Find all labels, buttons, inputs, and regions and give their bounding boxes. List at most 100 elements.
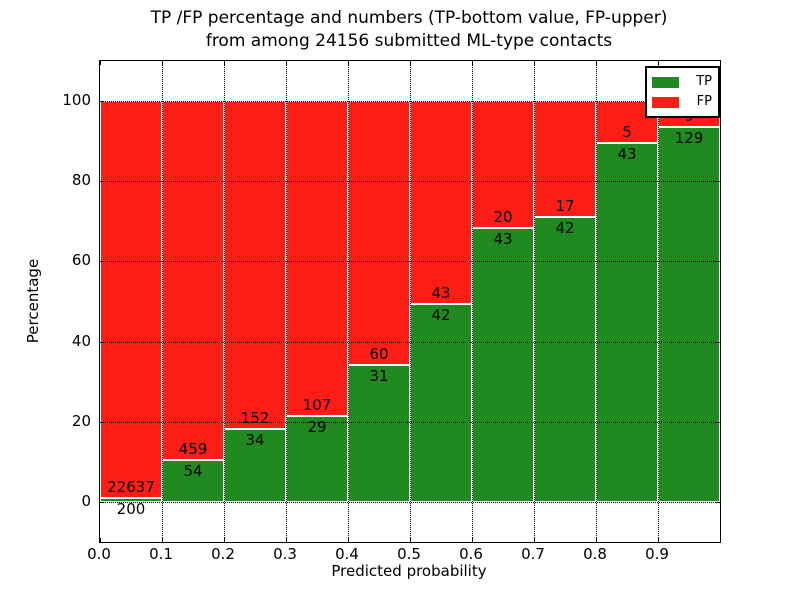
y-axis-label: Percentage — [24, 258, 42, 344]
vertical-gridline — [596, 61, 597, 542]
chart-title-line1: TP /FP percentage and numbers (TP-bottom… — [150, 8, 668, 28]
y-tick-mark — [100, 501, 104, 503]
horizontal-gridline — [100, 101, 720, 103]
legend: TP FP — [645, 66, 720, 118]
vertical-gridline — [410, 61, 411, 542]
tp-bar-segment — [162, 459, 224, 502]
y-tick-label: 0 — [81, 491, 91, 510]
tp-bar-segment — [224, 428, 286, 502]
horizontal-gridline — [100, 261, 720, 263]
fp-count-label: 20 — [493, 208, 513, 227]
fp-bar-segment — [410, 101, 472, 304]
chart-title-line2: from among 24156 submitted ML-type conta… — [205, 31, 613, 51]
tp-count-label: 129 — [674, 129, 704, 148]
vertical-gridline — [286, 61, 287, 542]
vertical-gridline — [658, 61, 659, 542]
y-tick-label: 40 — [71, 331, 91, 350]
y-tick-mark — [100, 261, 104, 263]
plot-area: 22637 200 459 54 152 34 107 29 60 31 43 42 20 43 17 42 5… — [99, 60, 721, 543]
fp-bar-segment — [348, 101, 410, 366]
x-tick-mark-top — [472, 61, 473, 65]
fp-count-label: 152 — [240, 408, 270, 427]
x-tick-mark-top — [224, 61, 225, 65]
tp-swatch — [652, 76, 679, 88]
y-tick-mark — [100, 101, 104, 103]
y-tick-mark — [100, 341, 104, 343]
x-tick-mark — [720, 538, 721, 542]
fp-bar-segment — [472, 101, 534, 229]
x-tick-mark — [224, 538, 225, 542]
y-tick-mark — [100, 181, 104, 183]
fp-count-label: 60 — [369, 345, 389, 364]
x-tick-label: 0.6 — [459, 545, 483, 563]
fp-bar-segment — [162, 101, 224, 460]
x-tick-mark — [596, 538, 597, 542]
x-tick-mark — [658, 538, 659, 542]
x-axis-label: Predicted probability — [331, 562, 487, 580]
x-tick-mark-top — [596, 61, 597, 65]
x-tick-mark — [410, 538, 411, 542]
fp-bar-segment — [224, 101, 286, 429]
tp-bar-segment — [596, 142, 658, 502]
y-tick-label: 80 — [71, 171, 91, 190]
tp-bar-segment — [100, 498, 162, 502]
tp-count-label: 31 — [369, 367, 389, 386]
chart-title: TP /FP percentage and numbers (TP-bottom… — [99, 7, 719, 53]
vertical-gridline — [348, 61, 349, 542]
tp-bar-segment — [472, 228, 534, 502]
vertical-gridline — [472, 61, 473, 542]
x-tick-label: 0.3 — [273, 545, 297, 563]
x-tick-mark — [162, 538, 163, 542]
x-tick-label: 0.9 — [645, 545, 669, 563]
horizontal-gridline — [100, 501, 720, 503]
fp-swatch — [652, 96, 679, 108]
x-tick-mark — [534, 538, 535, 542]
y-tick-mark-right — [716, 421, 720, 423]
vertical-gridline — [534, 61, 535, 542]
horizontal-gridline — [100, 421, 720, 423]
legend-item: FP — [652, 92, 712, 112]
tp-count-label: 42 — [555, 218, 575, 237]
vertical-gridline — [162, 61, 163, 542]
x-tick-label: 0.5 — [397, 545, 421, 563]
fp-count-label: 22637 — [107, 478, 155, 497]
tp-bar-segment — [658, 127, 720, 502]
legend-item-label: TP — [696, 74, 712, 89]
tp-count-label: 43 — [493, 230, 513, 249]
horizontal-gridline — [100, 181, 720, 183]
y-tick-label: 60 — [71, 251, 91, 270]
vertical-gridline — [224, 61, 225, 542]
x-tick-mark-top — [348, 61, 349, 65]
fp-count-label: 107 — [302, 396, 332, 415]
x-tick-mark-top — [286, 61, 287, 65]
x-tick-mark-top — [658, 61, 659, 65]
fp-bar-segment — [100, 101, 162, 499]
y-tick-mark-right — [716, 181, 720, 183]
y-tick-label: 20 — [71, 411, 91, 430]
x-tick-mark — [286, 538, 287, 542]
legend-item: TP — [652, 72, 712, 92]
x-tick-mark — [100, 538, 101, 542]
x-tick-mark-top — [410, 61, 411, 65]
tp-count-label: 29 — [307, 418, 327, 437]
tp-bar-segment — [410, 303, 472, 502]
x-tick-mark-top — [534, 61, 535, 65]
x-tick-label: 0.2 — [211, 545, 235, 563]
tp-bar-segment — [534, 216, 596, 502]
y-tick-mark-right — [716, 501, 720, 503]
x-tick-label: 0.1 — [149, 545, 173, 563]
y-tick-label: 100 — [62, 91, 91, 110]
tp-count-label: 34 — [245, 430, 265, 449]
tp-bar-segment — [348, 365, 410, 502]
tp-count-label: 43 — [617, 144, 637, 163]
tp-count-label: 200 — [116, 500, 146, 519]
tp-count-label: 54 — [183, 461, 203, 480]
x-tick-mark — [348, 538, 349, 542]
horizontal-gridline — [100, 341, 720, 343]
fp-count-label: 17 — [555, 196, 575, 215]
fp-count-label: 43 — [431, 283, 451, 302]
tp-count-label: 42 — [431, 305, 451, 324]
fp-bar-segment — [534, 101, 596, 217]
x-tick-mark — [472, 538, 473, 542]
tp-bar-segment — [286, 416, 348, 502]
